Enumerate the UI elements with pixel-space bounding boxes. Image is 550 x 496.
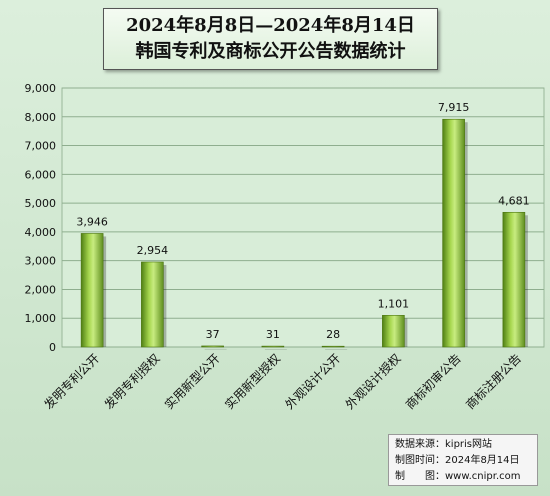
bar [201, 345, 224, 348]
y-tick-label: 6,000 [25, 168, 57, 181]
x-tick-label: 商标初审公告 [402, 351, 464, 413]
date-label: 制图时间： [395, 455, 445, 466]
bar-shadow [204, 348, 227, 350]
maker-value: www.cnipr.com [445, 471, 521, 482]
bars [80, 118, 528, 350]
x-tick-label: 发明专利授权 [101, 351, 163, 413]
data-label: 1,101 [378, 297, 410, 310]
x-tick-label: 发明专利公开 [41, 351, 103, 413]
maker-label: 制 图： [395, 471, 445, 482]
bar [502, 211, 526, 348]
data-label: 31 [266, 328, 280, 341]
x-tick-label: 外观设计授权 [342, 351, 404, 413]
x-tick-label: 外观设计公开 [282, 351, 343, 412]
x-tick-label: 实用新型公开 [161, 351, 223, 413]
bar-shadow [264, 349, 287, 350]
plot-area [61, 87, 545, 348]
y-tick-label: 0 [49, 341, 56, 354]
y-tick-label: 5,000 [25, 197, 57, 210]
data-label: 7,915 [438, 101, 470, 114]
data-label: 4,681 [498, 194, 530, 207]
chart-title-line2: 韩国专利及商标公开公告数据统计 [135, 41, 406, 62]
data-label: 2,954 [137, 244, 169, 257]
y-tick-label: 8,000 [25, 111, 57, 124]
bar [442, 118, 465, 348]
y-tick-label: 2,000 [25, 283, 57, 296]
source-value: kipris网站 [445, 439, 493, 450]
bar [141, 261, 164, 348]
y-tick-label: 3,000 [25, 255, 57, 268]
data-label: 28 [326, 328, 340, 341]
data-label: 37 [206, 328, 220, 341]
source-box: 数据来源：kipris网站 制图时间：2024年8月14日 制 图：www.cn… [388, 434, 538, 486]
y-tick-label: 1,000 [25, 312, 57, 325]
bar [321, 345, 345, 348]
chart-title-line1: 2024年8月8日—2024年8月14日 [126, 15, 415, 36]
bar-shadow [325, 349, 348, 350]
y-axis-ticks: 0 1,000 2,000 3,000 4,000 5,000 6,000 7,000 8,00… [25, 82, 57, 354]
date-value: 2024年8月14日 [445, 455, 520, 466]
source-label: 数据来源： [395, 439, 445, 450]
data-label: 3,946 [76, 215, 108, 228]
source-row-date: 制图时间：2024年8月14日 [395, 453, 537, 469]
source-row-data: 数据来源：kipris网站 [395, 437, 537, 453]
source-row-maker: 制 图：www.cnipr.com [395, 469, 537, 485]
data-labels: 3,946 2,954 37 31 28 1,101 7,915 4,681 [76, 101, 529, 341]
y-tick-label: 4,000 [25, 226, 57, 239]
bar [80, 233, 104, 348]
y-tick-label: 9,000 [25, 82, 57, 95]
x-axis-ticks: 发明专利公开 发明专利授权 实用新型公开 实用新型授权 外观设计公开 外观设计授权 商标初审… [41, 351, 524, 413]
x-tick-label: 商标注册公告 [462, 351, 524, 413]
y-tick-label: 7,000 [25, 140, 57, 153]
bar [261, 345, 285, 348]
x-tick-label: 实用新型授权 [221, 351, 283, 413]
bar [382, 315, 405, 348]
chart-title-box: 2024年8月8日—2024年8月14日 韩国专利及商标公开公告数据统计 [103, 8, 438, 70]
